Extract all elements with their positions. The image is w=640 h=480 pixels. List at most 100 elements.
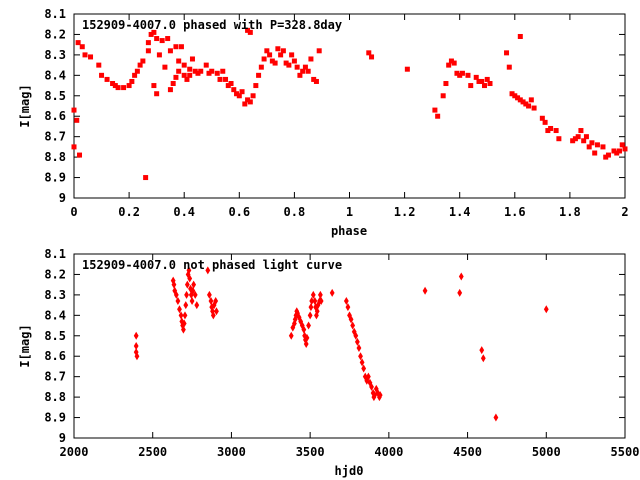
phased-data-point [187, 72, 193, 78]
phased-data-point [572, 136, 578, 142]
light-curve-plot: 2000 2500 3000 3500 4000 4500 5000 5500 8.18.28… [18, 247, 639, 478]
light-curve-data-point [185, 270, 191, 279]
phased-x-tick-label: 1.8 [559, 205, 581, 219]
phased-data-point [181, 72, 187, 78]
phased-data-point [366, 50, 372, 56]
light-curve-data-point [309, 297, 315, 306]
light-curve-y-tick-label: 8.8 [44, 390, 66, 404]
phased-data-point [520, 99, 526, 105]
phased-data-point [176, 68, 182, 74]
light-curve-x-tick-label: 2000 [60, 445, 89, 459]
phased-data-point [459, 70, 465, 76]
light-curve-data-point [177, 305, 182, 314]
phased-data-point [112, 83, 118, 89]
light-curve-data-point [543, 305, 549, 314]
light-curve-data-point [173, 290, 179, 299]
light-curve-data-point [133, 331, 139, 340]
phased-x-tick-label: 1.6 [504, 205, 526, 219]
phased-data-point [134, 68, 140, 74]
phased-data-point [206, 70, 212, 76]
light-curve-data-point [377, 391, 383, 400]
phased-data-point [173, 74, 179, 80]
light-curve-data-point [213, 297, 219, 306]
light-curve-data-point [358, 352, 363, 361]
phased-data-point [614, 150, 620, 156]
phased-data-point [369, 54, 375, 60]
phased-data-point [96, 62, 102, 68]
phased-data-point [173, 44, 179, 50]
phased-data-point [258, 64, 264, 70]
phased-data-point [575, 134, 581, 140]
phased-data-point [548, 125, 554, 131]
phased-data-point [283, 60, 289, 66]
phased-x-tick-label: 0.2 [118, 205, 140, 219]
phased-data-point [75, 40, 81, 46]
light-curve-y-tick-label: 8.7 [44, 370, 66, 384]
light-curve-data-point [296, 313, 302, 322]
light-curve-x-tick-label: 3500 [296, 445, 325, 459]
phased-y-tick-label: 8.6 [44, 109, 66, 123]
phased-data-point [77, 152, 83, 158]
phased-data-point [451, 60, 457, 66]
phased-data-point [165, 36, 171, 42]
phased-data-point [286, 62, 292, 68]
phased-data-point [104, 76, 110, 82]
phased-data-point [250, 93, 256, 99]
light-curve-data-point [292, 315, 298, 324]
phased-data-point [242, 101, 248, 107]
light-curve-data-point [365, 372, 371, 381]
phased-data-point [302, 64, 308, 70]
phased-data-point [245, 97, 251, 103]
phased-data-point [159, 38, 165, 44]
phased-y-tick-label: 8.2 [44, 27, 66, 41]
phased-data-point [586, 144, 592, 150]
light-curve-x-tick-label: 3000 [217, 445, 246, 459]
light-curve-x-tick-label: 5500 [611, 445, 640, 459]
light-curve-y-ticks: 8.1 8.2 8.3 8.4 8.5 8.6 8.7 8.8 8.9 9 [44, 247, 625, 445]
phased-data-point [148, 31, 154, 37]
light-curve-data-point [354, 337, 360, 346]
phased-data-point [264, 48, 270, 54]
light-curve-data-point [350, 321, 356, 330]
light-curve-data-point [306, 321, 311, 330]
light-curve-data-point [210, 311, 216, 320]
phased-data-point [132, 72, 138, 78]
light-curve-data-point [133, 342, 139, 350]
phased-data-point [253, 83, 259, 89]
phased-data-point [261, 56, 267, 62]
phased-x-axis-label: phase [331, 224, 367, 238]
phased-data-point [404, 66, 410, 72]
light-curve-data-points [133, 266, 549, 422]
light-curve-data-point [206, 290, 212, 299]
light-curve-data-point [353, 331, 359, 340]
phased-data-point [468, 83, 474, 89]
phased-x-ticks: 0 0.2 0.4 0.6 0.8 1 1.2 1.4 1.6 1.8 2 [70, 14, 629, 219]
phased-data-point [506, 64, 512, 70]
phased-data-point [189, 56, 195, 62]
light-curve-data-point [208, 297, 214, 306]
light-curve-data-point [422, 286, 428, 295]
phased-data-point [126, 83, 132, 89]
phased-data-points [71, 27, 628, 181]
light-curve-y-tick-label: 8.4 [44, 308, 66, 322]
phased-y-tick-label: 8.7 [44, 130, 66, 144]
phased-x-tick-label: 2 [621, 205, 628, 219]
phased-data-point [234, 91, 240, 97]
light-curve-data-point [312, 297, 318, 306]
phased-data-point [517, 97, 523, 103]
light-curve-data-point [186, 266, 192, 275]
phased-data-point [225, 83, 231, 89]
phased-y-tick-label: 8.9 [44, 171, 66, 185]
phased-data-point [256, 72, 262, 78]
phased-data-point [435, 113, 441, 119]
light-curve-y-tick-label: 8.2 [44, 267, 66, 281]
phased-data-point [137, 62, 143, 68]
light-curve-data-point [175, 297, 181, 306]
phased-data-point [236, 93, 242, 99]
light-curve-data-point [310, 290, 316, 299]
phased-data-point [531, 105, 537, 111]
phased-data-point [115, 85, 121, 91]
phased-data-point [539, 115, 545, 121]
phased-data-point [278, 52, 284, 58]
phased-data-point [195, 70, 201, 76]
